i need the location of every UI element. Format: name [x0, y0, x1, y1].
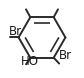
Text: Br: Br — [59, 49, 72, 62]
Text: HO: HO — [21, 55, 39, 68]
Text: Br: Br — [9, 25, 22, 38]
